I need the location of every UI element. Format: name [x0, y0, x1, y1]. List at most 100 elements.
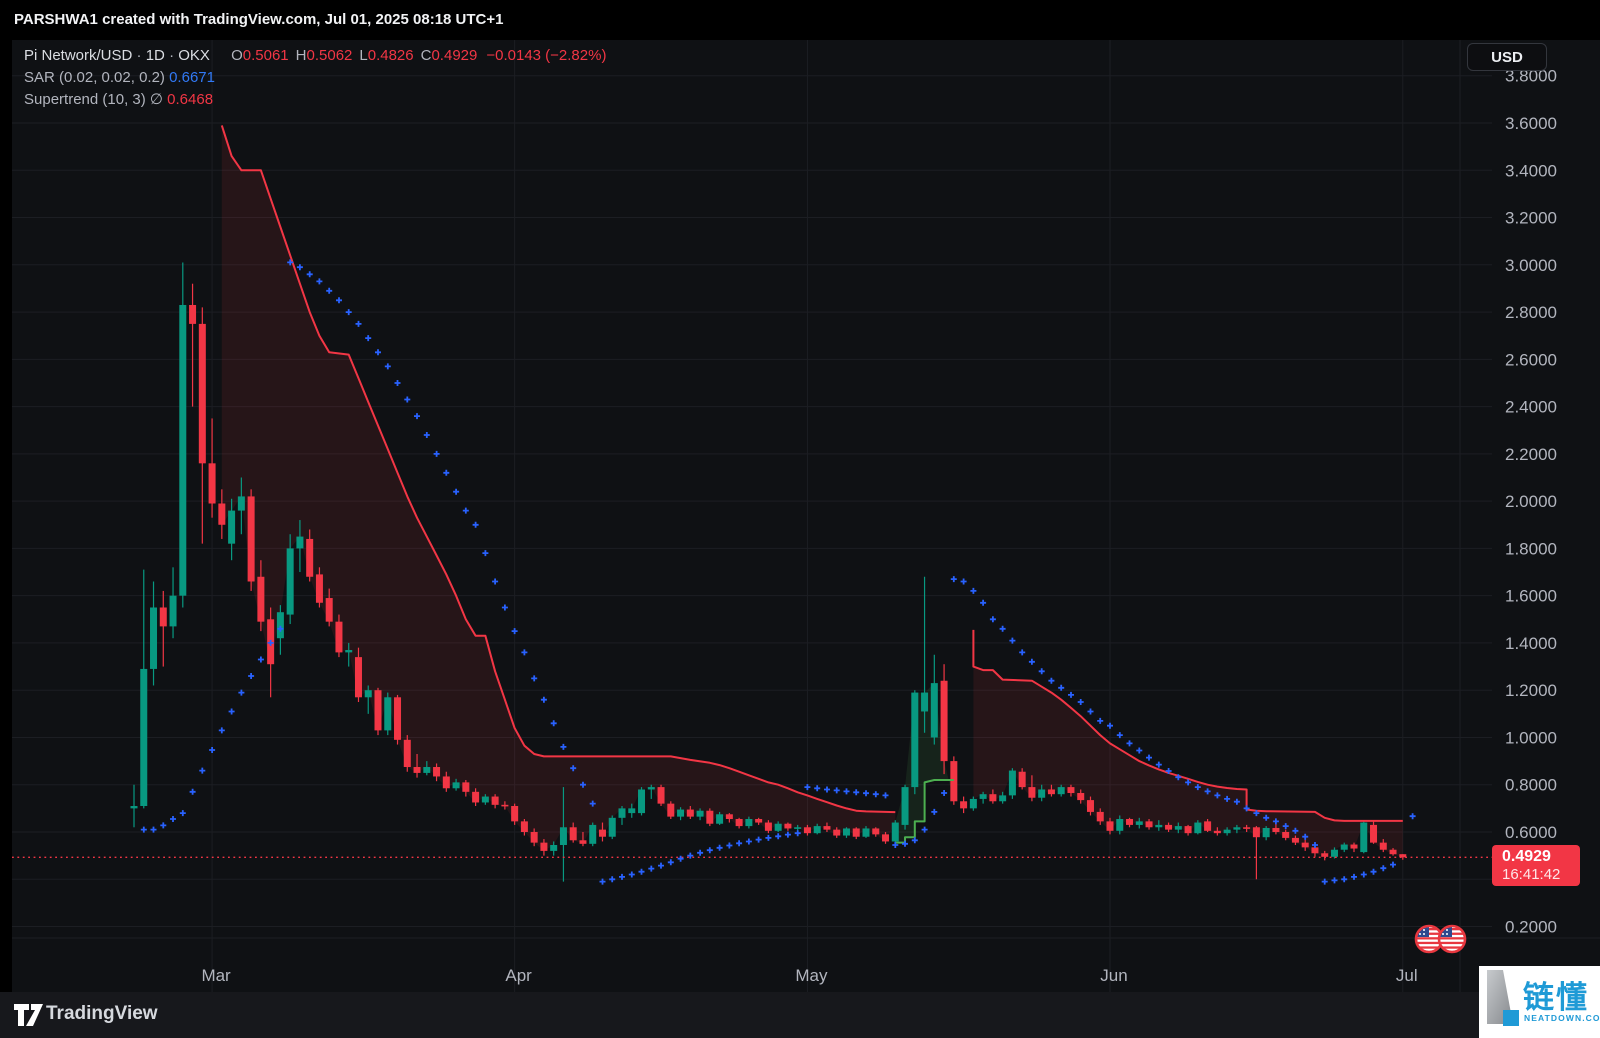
- candle-body: [1213, 830, 1221, 834]
- tradingview-brand[interactable]: TradingView: [46, 1003, 158, 1024]
- candle-body: [618, 808, 626, 818]
- candle-body: [794, 827, 802, 829]
- sar-indicator-label[interactable]: SAR (0.02, 0.02, 0.2): [24, 69, 165, 86]
- candle-body: [833, 829, 841, 836]
- candle-body: [413, 767, 421, 773]
- attribution-bar: PARSHWA1 created with TradingView.com, J…: [0, 0, 1600, 40]
- candle-body: [1399, 854, 1407, 858]
- candle-body: [589, 824, 597, 844]
- candle-body: [169, 595, 177, 627]
- candle-body: [1360, 822, 1368, 853]
- candle-body: [159, 607, 167, 627]
- candle-body: [354, 657, 362, 698]
- candle-body: [608, 817, 616, 837]
- candle-body: [774, 823, 782, 831]
- candle-body: [1184, 826, 1192, 834]
- y-axis-labels[interactable]: 0.20000.40000.60000.80001.00001.20001.40…: [1505, 67, 1557, 937]
- candle-body: [1165, 824, 1173, 830]
- candle-body: [511, 806, 519, 822]
- diameter-icon: ∅: [149, 91, 163, 108]
- candle-body: [882, 834, 890, 842]
- candle-body: [1057, 787, 1065, 795]
- svg-text:0.8000: 0.8000: [1505, 776, 1557, 795]
- candle-body: [335, 621, 343, 653]
- candle-body: [842, 828, 850, 836]
- candle-body: [150, 607, 158, 669]
- candle-body: [764, 822, 772, 831]
- candle-body: [1272, 827, 1280, 832]
- tradingview-logo-icon[interactable]: [14, 1004, 44, 1026]
- candle-body: [1291, 837, 1299, 843]
- candle-body: [1008, 770, 1016, 796]
- candle-body: [403, 739, 411, 768]
- candle-body: [706, 810, 714, 824]
- svg-text:1.6000: 1.6000: [1505, 587, 1557, 606]
- chart-panel: [12, 40, 1600, 992]
- svg-text:2.0000: 2.0000: [1505, 492, 1557, 511]
- supertrend-fill-up: [895, 683, 954, 843]
- candle-body: [969, 798, 977, 809]
- candle-body: [716, 814, 724, 824]
- currency-toggle-button[interactable]: USD: [1467, 43, 1547, 71]
- svg-text:2.8000: 2.8000: [1505, 303, 1557, 322]
- supertrend-indicator-label[interactable]: Supertrend (10, 3): [24, 91, 146, 108]
- candle-body: [364, 690, 372, 698]
- candles: [130, 262, 1407, 882]
- candle-body: [1282, 832, 1290, 838]
- supertrend-fill-down: [221, 125, 896, 851]
- legend-supertrend-row[interactable]: Supertrend (10, 3) ∅ 0.6468: [24, 89, 606, 111]
- last-price-value: 0.4929: [1502, 848, 1551, 865]
- bar-countdown: 16:41:42: [1502, 866, 1561, 883]
- svg-text:3.4000: 3.4000: [1505, 161, 1557, 180]
- candle-body: [189, 304, 197, 324]
- svg-text:3.2000: 3.2000: [1505, 209, 1557, 228]
- candle-body: [472, 791, 480, 803]
- last-price-badge: 0.4929 16:41:42: [1492, 845, 1580, 886]
- svg-text:1.8000: 1.8000: [1505, 539, 1557, 558]
- symbol-name[interactable]: Pi Network/USD: [24, 47, 133, 64]
- candle-body: [1096, 811, 1104, 822]
- svg-text:2.6000: 2.6000: [1505, 350, 1557, 369]
- candle-body: [950, 761, 958, 802]
- candle-body: [598, 829, 606, 837]
- candle-body: [999, 795, 1007, 802]
- plot-area[interactable]: [130, 125, 1407, 882]
- supertrend-fill-down: [973, 629, 1403, 858]
- candle-body: [247, 496, 255, 582]
- candle-body: [433, 767, 441, 777]
- x-axis-labels[interactable]: Mar Apr May Jun Jul: [201, 966, 1417, 985]
- candle-body: [1223, 829, 1231, 834]
- candle-body: [1067, 787, 1075, 794]
- candle-body: [237, 496, 245, 511]
- candle-body: [1174, 826, 1182, 830]
- neatdown-logo-icon: [1487, 970, 1519, 1026]
- svg-text:1.4000: 1.4000: [1505, 634, 1557, 653]
- ohlc-values: O0.5061 H0.5062 L0.4826 C0.4929 −0.0143 (−2.…: [231, 47, 607, 64]
- supertrend-line-down: [972, 629, 1403, 822]
- candle-body: [520, 821, 528, 832]
- candle-body: [1340, 844, 1348, 850]
- watermark-cn-text: 链懂: [1523, 980, 1589, 1015]
- candle-body: [218, 503, 226, 525]
- legend-symbol-row[interactable]: Pi Network/USD · 1D · OKX O0.5061 H0.5062…: [24, 47, 607, 64]
- candle-body: [208, 463, 216, 504]
- candle-body: [559, 827, 567, 845]
- candle-body: [1135, 821, 1143, 825]
- candle-body: [286, 548, 294, 615]
- candle-body: [540, 842, 548, 851]
- candle-body: [569, 827, 577, 841]
- change-value: −0.0143 (−2.82%): [486, 47, 607, 64]
- candle-body: [784, 823, 792, 829]
- interval[interactable]: 1D: [145, 47, 165, 64]
- high-value: 0.5062: [306, 47, 353, 64]
- candle-body: [813, 826, 821, 834]
- candle-body: [257, 576, 265, 622]
- legend-sar-row[interactable]: SAR (0.02, 0.02, 0.2) 0.6671: [24, 67, 606, 89]
- candle-body: [1243, 827, 1251, 829]
- candle-body: [852, 828, 860, 837]
- candle-body: [491, 796, 499, 805]
- candle-body: [1379, 842, 1387, 850]
- footer-bar: TradingView: [0, 992, 1600, 1038]
- us-flag-icon[interactable]: [1414, 924, 1467, 954]
